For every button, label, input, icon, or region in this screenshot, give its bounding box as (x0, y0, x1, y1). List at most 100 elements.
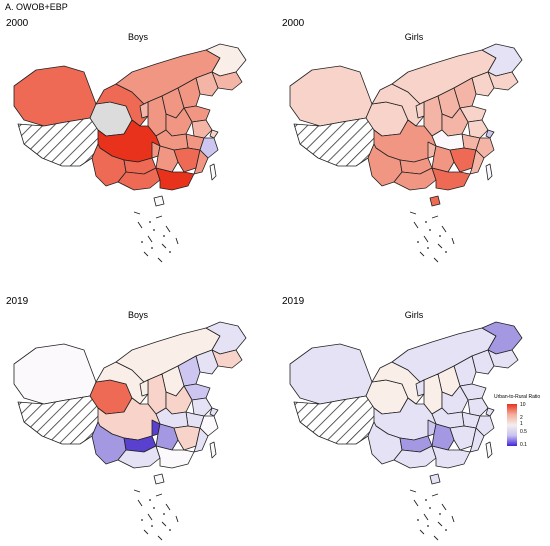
island-dot (151, 525, 153, 527)
panel-year: 2000 (6, 18, 29, 29)
legend-tick: 0.1 (520, 442, 527, 448)
island-dot (425, 221, 427, 223)
sea-boundary-dash (155, 215, 163, 219)
island-dot (445, 529, 447, 531)
sea-boundary-dash (419, 251, 425, 257)
china-map-2019-boys (13, 321, 247, 541)
sea-boundary-dash (409, 489, 417, 493)
china-map-2000-girls (289, 43, 523, 263)
province-zhejiang (475, 137, 495, 159)
island-dot (445, 251, 447, 253)
sea-boundary-dash (147, 513, 153, 521)
sea-boundary-dash (441, 225, 447, 233)
panel-group-label: Girls (404, 32, 424, 42)
sea-boundary-dash (157, 535, 163, 541)
map-panel-2000-boys: 2000 Boys (4, 18, 272, 268)
province-jiangsu (191, 397, 213, 417)
sea-boundary-dash (451, 515, 455, 523)
province-xinjiang (289, 65, 373, 127)
island-dot (429, 229, 431, 231)
province-shanghai (209, 407, 219, 417)
province-guangdong (431, 167, 471, 191)
province-guangdong (155, 445, 195, 469)
province-jiangsu (467, 397, 489, 417)
province-xinjiang (289, 343, 373, 405)
island-dot (169, 529, 171, 531)
province-hainan (153, 473, 165, 485)
sea-boundary-dash (419, 529, 425, 535)
island-dot (417, 519, 419, 521)
sea-boundary-dash (433, 535, 439, 541)
island-dot (439, 235, 441, 237)
legend-tick: 10 (520, 402, 526, 408)
panel-year: 2019 (6, 296, 29, 307)
island-dot (439, 513, 441, 515)
province-jiangsu (467, 119, 489, 139)
legend-color-bar (507, 404, 517, 446)
province-taiwan (485, 441, 493, 459)
sea-boundary-dash (133, 489, 141, 493)
figure-title: A. OWOB+EBP (5, 2, 68, 12)
color-legend: Urban-to-Rural Ratio 10 2 1 0.5 0.1 (494, 394, 550, 454)
province-taiwan (485, 163, 493, 181)
province-taiwan (209, 163, 217, 181)
province-shanghai (485, 407, 495, 417)
province-guangdong (431, 445, 471, 469)
province-jiangsu (191, 119, 213, 139)
sea-boundary-dash (175, 237, 179, 245)
sea-boundary-dash (143, 251, 149, 257)
sea-boundary-dash (413, 221, 419, 229)
sea-boundary-dash (451, 237, 455, 245)
sea-boundary-dash (441, 503, 447, 511)
sea-boundary-dash (161, 521, 167, 527)
province-taiwan (209, 441, 217, 459)
map-panel-2000-girls: 2000 Girls (280, 18, 548, 268)
province-shanghai (209, 129, 219, 139)
sea-boundary-dash (157, 257, 163, 263)
island-dot (417, 241, 419, 243)
legend-tick: 1 (520, 421, 523, 427)
panel-year: 2000 (282, 18, 305, 29)
sea-boundary-dash (143, 529, 149, 535)
island-dot (151, 247, 153, 249)
panel-year: 2019 (282, 296, 305, 307)
legend-title: Urban-to-Rural Ratio (494, 394, 541, 400)
province-ningxia (139, 101, 149, 119)
island-dot (169, 251, 171, 253)
island-dot (153, 229, 155, 231)
sea-boundary-dash (133, 211, 141, 215)
sea-boundary-dash (137, 221, 143, 229)
sea-boundary-dash (433, 257, 439, 263)
sea-boundary-dash (431, 215, 439, 219)
province-fujian (469, 427, 485, 453)
province-xinjiang (13, 65, 97, 127)
legend-tick: 0.5 (520, 429, 527, 435)
province-tibet (17, 117, 101, 167)
province-fujian (469, 149, 485, 175)
sea-boundary-dash (437, 521, 443, 527)
province-tibet (293, 395, 377, 445)
island-dot (427, 525, 429, 527)
province-xinjiang (13, 343, 97, 405)
island-dot (149, 221, 151, 223)
sea-boundary-dash (423, 235, 429, 243)
map-panel-2019-girls: 2019 Girls (280, 296, 548, 546)
province-zhejiang (199, 415, 219, 437)
island-dot (141, 519, 143, 521)
sea-boundary-dash (175, 515, 179, 523)
island-dot (141, 241, 143, 243)
china-map-2000-boys (13, 43, 247, 263)
island-dot (153, 507, 155, 509)
province-ningxia (415, 379, 425, 397)
island-dot (427, 247, 429, 249)
island-dot (425, 499, 427, 501)
province-ningxia (139, 379, 149, 397)
province-zhejiang (475, 415, 495, 437)
sea-boundary-dash (165, 225, 171, 233)
island-dot (149, 499, 151, 501)
sea-boundary-dash (147, 235, 153, 243)
panel-group-label: Girls (404, 310, 424, 320)
province-guangdong (155, 167, 195, 191)
sea-boundary-dash (137, 499, 143, 507)
sea-boundary-dash (161, 243, 167, 249)
